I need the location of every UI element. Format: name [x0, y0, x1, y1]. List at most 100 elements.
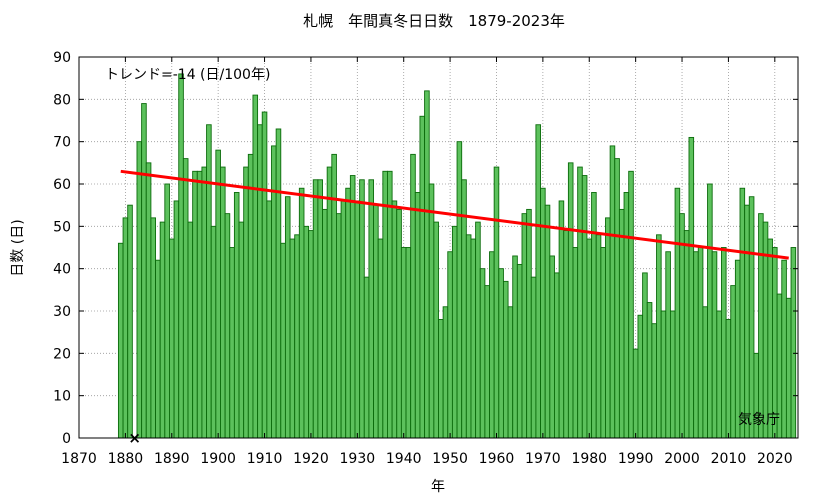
bar: [785, 297, 792, 439]
x-tick-label: 1970: [525, 451, 561, 467]
bar: [127, 204, 133, 439]
x-tick-label: 2020: [757, 451, 793, 467]
bar: [196, 170, 203, 439]
x-axis-label: 年: [431, 479, 445, 495]
bar: [141, 103, 147, 439]
bar: [122, 217, 129, 439]
bar: [665, 251, 671, 439]
bar: [493, 166, 500, 439]
x-tick-label: 1960: [479, 451, 515, 467]
bar: [526, 208, 532, 439]
x-tick-label: 1870: [61, 451, 97, 467]
bar: [150, 217, 156, 439]
bar: [442, 306, 449, 439]
bar: [373, 204, 379, 439]
x-tick-label: 1930: [340, 451, 376, 467]
bar: [187, 221, 194, 439]
bar: [335, 213, 342, 439]
bar: [349, 175, 356, 439]
bar: [558, 200, 565, 439]
y-tick-label: 50: [53, 219, 71, 235]
x-tick-label: 1900: [200, 451, 236, 467]
y-tick-label: 30: [53, 304, 71, 320]
bar: [498, 268, 504, 439]
x-tick-label: 1890: [154, 451, 190, 467]
bar: [530, 276, 537, 439]
bar: [261, 111, 268, 439]
bar: [502, 280, 509, 439]
bar: [340, 200, 347, 439]
bar: [220, 166, 226, 439]
bar: [516, 263, 523, 439]
x-tick-label: 1940: [386, 451, 422, 467]
bar: [433, 221, 439, 439]
bar: [155, 259, 161, 439]
x-tick-label: 1950: [432, 451, 468, 467]
bar: [632, 348, 639, 439]
bar: [257, 124, 263, 439]
bar: [322, 208, 328, 439]
bar: [447, 251, 453, 439]
bar: [145, 162, 152, 439]
bar: [303, 225, 310, 439]
bar: [405, 247, 412, 439]
bar: [674, 187, 681, 439]
bar: [331, 153, 337, 439]
bar: [688, 136, 695, 439]
bar: [410, 153, 416, 439]
bar: [391, 200, 398, 439]
bar: [748, 196, 755, 439]
bar: [164, 183, 170, 439]
bar: [247, 153, 254, 439]
bar: [567, 162, 574, 439]
bar: [697, 247, 704, 439]
bar: [215, 149, 221, 439]
bar: [317, 179, 323, 439]
bar: [609, 145, 616, 439]
trend-label: トレンド=-14 (日/100年): [105, 67, 270, 83]
bar: [363, 276, 370, 439]
plot-frame: [78, 56, 799, 439]
y-tick-label: 20: [53, 346, 71, 362]
bar: [400, 247, 407, 439]
bar: [312, 179, 319, 439]
bar: [210, 225, 217, 439]
bar: [646, 302, 653, 439]
bar: [739, 187, 746, 439]
bar: [563, 230, 569, 439]
bar: [679, 213, 685, 439]
bar: [725, 319, 732, 439]
bar: [591, 192, 597, 439]
trend-line: [120, 169, 789, 260]
bar: [623, 192, 630, 439]
bar: [451, 225, 458, 439]
bar: [711, 251, 718, 439]
bar: [683, 230, 690, 439]
bar: [730, 285, 736, 439]
bar: [275, 128, 282, 439]
bar: [233, 192, 240, 439]
bar: [660, 310, 667, 439]
bar: [354, 200, 361, 439]
y-tick-label: 90: [53, 50, 71, 66]
bar: [512, 255, 518, 439]
bar: [572, 247, 579, 439]
bar: [549, 255, 555, 439]
bar: [414, 192, 421, 439]
bars: [117, 73, 797, 439]
x-axis-ticks: 1870 1880 1890 1900 1910 1920 1930 1940 1950 1960…: [61, 57, 793, 467]
bar: [554, 272, 560, 439]
bar: [136, 141, 143, 439]
x-tick-label: 1920: [293, 451, 329, 467]
bar: [535, 124, 542, 439]
bar: [280, 242, 286, 439]
bar: [229, 247, 235, 439]
bar: [428, 183, 435, 439]
bar: [581, 175, 588, 439]
bar: [772, 247, 778, 439]
bar: [173, 200, 180, 439]
bar: [169, 238, 175, 439]
bar: [377, 238, 384, 439]
bar: [201, 166, 208, 439]
bar: [642, 272, 648, 439]
